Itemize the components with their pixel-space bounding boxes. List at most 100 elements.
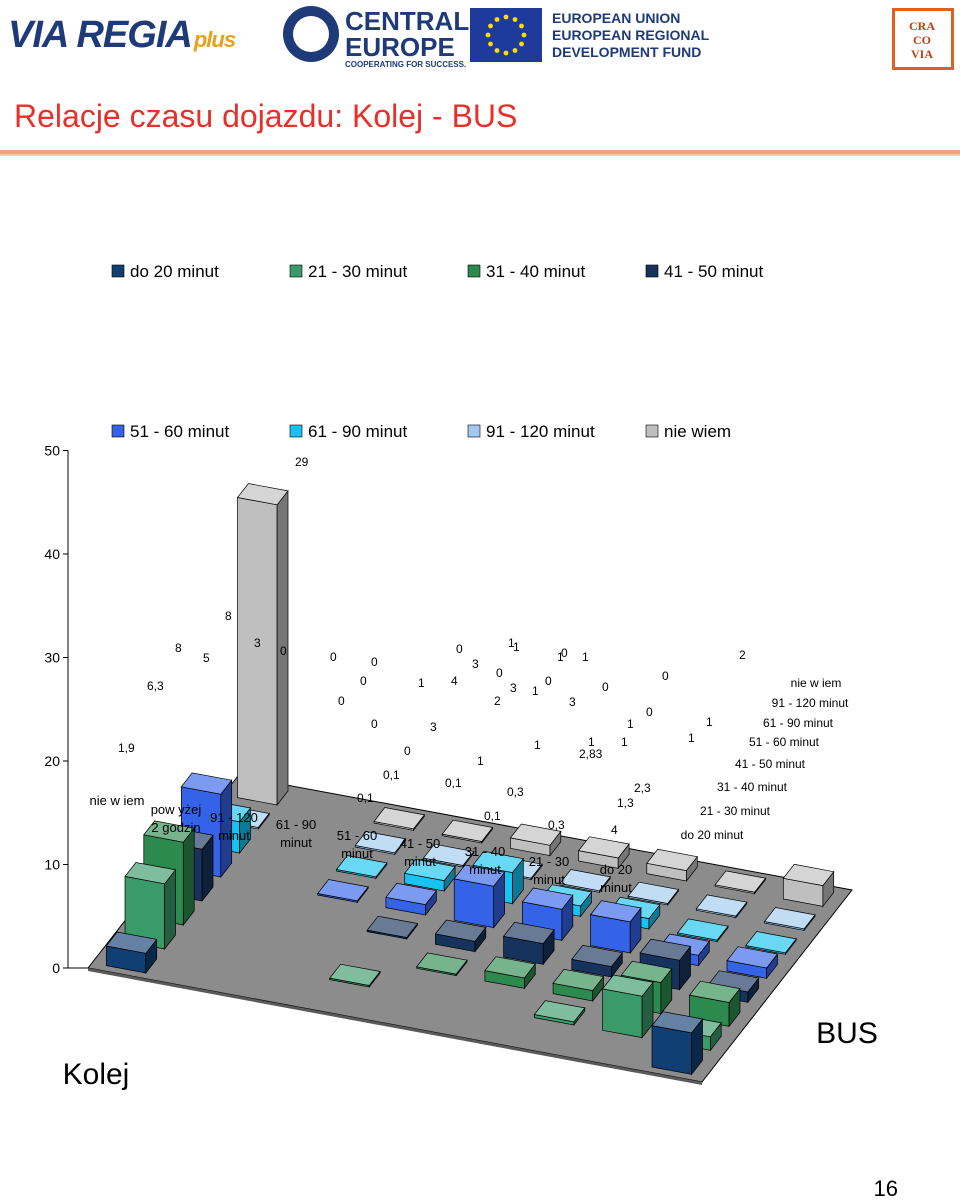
bar-data-label: 0,1 bbox=[484, 809, 501, 823]
bar-top bbox=[601, 974, 654, 997]
kolej-tick-label: 21 - 30 bbox=[529, 854, 569, 869]
bar-data-label: 3 bbox=[510, 681, 517, 695]
bar-top bbox=[639, 938, 692, 961]
bar-data-label: 1 bbox=[557, 650, 564, 664]
bar-data-label: 3 bbox=[569, 695, 576, 709]
bar-top bbox=[335, 855, 388, 878]
bar-top bbox=[552, 968, 605, 991]
eu-stars-icon bbox=[485, 14, 527, 56]
bar-data-label: 1 bbox=[706, 715, 713, 729]
bar-side bbox=[182, 827, 195, 927]
bar-top bbox=[726, 946, 779, 969]
bar-top bbox=[714, 870, 767, 893]
bar-top bbox=[329, 963, 381, 986]
header-logos: VIA REGIAplus CENTRAL EUROPE COOPERATING… bbox=[0, 0, 960, 80]
bar-data-label: 0 bbox=[646, 705, 653, 719]
central-europe-line2: EUROPE bbox=[345, 32, 455, 62]
legend-swatch bbox=[645, 264, 659, 278]
bar-data-label: 0 bbox=[330, 650, 337, 664]
bar-top bbox=[366, 915, 419, 938]
bar-data-label: 0 bbox=[280, 644, 287, 658]
bar-top bbox=[354, 831, 407, 854]
kolej-tick-label: 41 - 50 bbox=[400, 836, 440, 851]
bar-data-label: 0 bbox=[456, 642, 463, 656]
via-regia-logo: VIA REGIAplus bbox=[8, 14, 236, 57]
kolej-tick-label: minut bbox=[218, 828, 250, 843]
legend-label: 91 - 120 minut bbox=[486, 422, 595, 441]
bar-top bbox=[646, 848, 698, 871]
bar-data-label: 1,3 bbox=[617, 796, 634, 810]
kolej-tick-label: minut bbox=[404, 854, 436, 869]
kolej-tick-label: minut bbox=[600, 880, 632, 895]
bar-data-label: 0 bbox=[561, 646, 568, 660]
bar-data-label: 0 bbox=[602, 680, 609, 694]
bar-top bbox=[533, 1000, 586, 1023]
z-tick-label: 50 bbox=[44, 443, 60, 459]
bar-data-label: 1 bbox=[532, 684, 539, 698]
bar-data-label: 0 bbox=[545, 674, 552, 688]
kolej-tick-label: 31 - 40 bbox=[465, 844, 505, 859]
bar-top bbox=[577, 836, 630, 859]
bar3d-chart: do 20 minut 21 - 30 minut 31 - 40 minut 41 … bbox=[44, 262, 877, 1091]
chart-floor-edge bbox=[88, 968, 702, 1085]
bar-data-label: 1 bbox=[418, 676, 425, 690]
bar-data-label: 0 bbox=[404, 744, 411, 758]
kolej-tick-label: 2 godzin bbox=[151, 820, 200, 835]
page-title: Relacje czasu dojazdu: Kolej - BUS bbox=[14, 98, 518, 134]
bar-data-label: 0 bbox=[371, 655, 378, 669]
z-tick-label: 20 bbox=[44, 753, 60, 769]
bar-top bbox=[745, 931, 797, 954]
bar-data-label: 1,9 bbox=[118, 741, 135, 755]
legend-label: 51 - 60 minut bbox=[130, 422, 229, 441]
bar-top bbox=[434, 919, 487, 942]
cracovia-line3: VIA bbox=[910, 47, 933, 61]
bar-top bbox=[521, 887, 574, 910]
kolej-tick-label: nie w iem bbox=[90, 793, 145, 808]
legend-label: 31 - 40 minut bbox=[486, 262, 585, 281]
kolej-tick-label: minut bbox=[533, 872, 565, 887]
bar-top bbox=[509, 823, 562, 846]
bar-data-label: 0 bbox=[338, 694, 345, 708]
bar-top bbox=[317, 879, 369, 902]
z-tick-label: 10 bbox=[44, 857, 60, 873]
bar-top bbox=[620, 960, 673, 983]
bus-tick-label: 51 - 60 minut bbox=[749, 735, 820, 749]
legend-swatch bbox=[289, 264, 303, 278]
kolej-tick-label: minut bbox=[469, 862, 501, 877]
bar-top bbox=[559, 869, 611, 892]
legend-label: 21 - 30 minut bbox=[308, 262, 407, 281]
central-europe-logo: CENTRAL EUROPE COOPERATING FOR SUCCESS. bbox=[283, 6, 469, 69]
cracovia-logo: CRA CO VIA bbox=[892, 8, 954, 70]
bar-data-label: 0,1 bbox=[357, 791, 374, 805]
title-divider bbox=[0, 150, 960, 154]
bar-data-label: 0 bbox=[496, 666, 503, 680]
bar-top bbox=[472, 850, 524, 873]
bar-data-label: 0,3 bbox=[548, 818, 565, 832]
bar-top bbox=[404, 858, 456, 881]
title-divider-light bbox=[0, 154, 960, 156]
bar-top bbox=[676, 918, 729, 941]
bar-data-label: 1 bbox=[513, 640, 520, 654]
bar-top bbox=[502, 921, 555, 944]
bar-data-label: 0,1 bbox=[445, 776, 462, 790]
legend-swatch bbox=[645, 424, 659, 438]
bar-top bbox=[484, 956, 536, 979]
bar-top bbox=[688, 980, 741, 1003]
kolej-axis-title: Kolej bbox=[63, 1058, 130, 1091]
bar-top bbox=[695, 894, 748, 917]
z-tick-label: 30 bbox=[44, 650, 60, 666]
bar-data-label: 0 bbox=[662, 669, 669, 683]
bar-top bbox=[105, 931, 158, 954]
bar-top bbox=[236, 483, 289, 506]
bar-top bbox=[571, 944, 623, 967]
bus-tick-label: 31 - 40 minut bbox=[717, 780, 788, 794]
bar-top bbox=[373, 807, 426, 830]
legend-swatch bbox=[467, 424, 481, 438]
bus-tick-label: 41 - 50 minut bbox=[735, 757, 806, 771]
bus-tick-label: do 20 minut bbox=[681, 828, 744, 842]
bar-data-label: 0,1 bbox=[383, 768, 400, 782]
bar-top bbox=[441, 819, 494, 842]
legend-swatch bbox=[467, 264, 481, 278]
kolej-tick-label: 91 - 120 bbox=[210, 810, 258, 825]
bus-tick-label: nie w iem bbox=[791, 676, 842, 690]
